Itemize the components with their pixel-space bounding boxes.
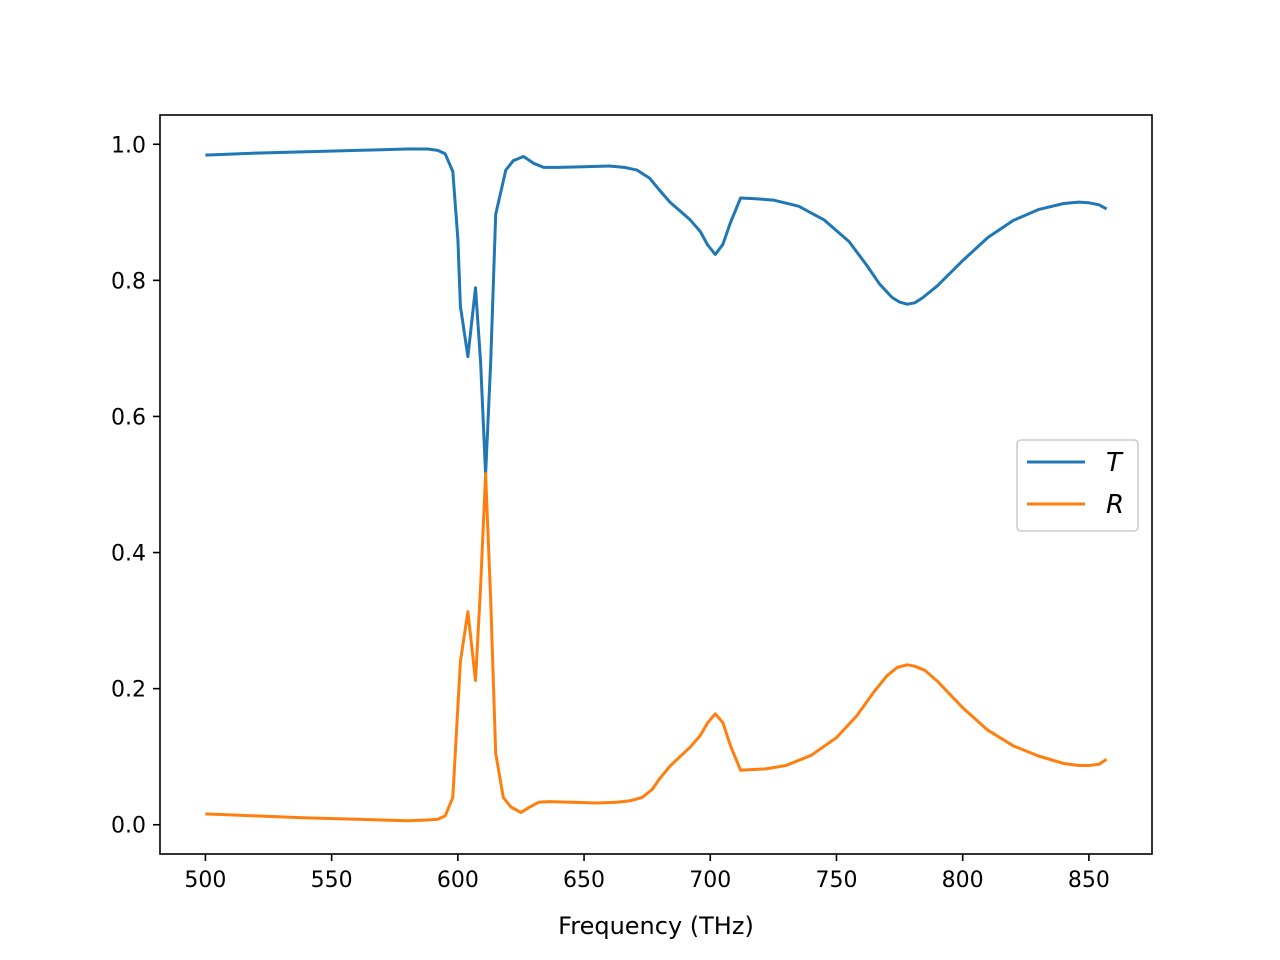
x-axis-label: Frequency (THz) <box>558 912 754 940</box>
plot-frame <box>159 114 1153 855</box>
y-tick-label: 0.0 <box>111 814 146 839</box>
x-axis: 500 550 600 650 700 750 800 850 <box>184 854 1110 893</box>
y-tick-label: 0.6 <box>111 405 146 430</box>
x-tick-label: 600 <box>437 868 479 893</box>
legend-label-r: R <box>1106 490 1124 520</box>
x-tick-label: 700 <box>689 868 731 893</box>
x-tick-label: 800 <box>942 868 984 893</box>
x-tick-label: 650 <box>563 868 605 893</box>
x-tick-label: 550 <box>311 868 353 893</box>
plot-lines <box>205 147 1108 823</box>
legend: T R <box>1016 439 1139 532</box>
x-tick-label: 850 <box>1068 868 1110 893</box>
series-line-r <box>205 472 1108 823</box>
y-axis: 0.0 0.2 0.4 0.6 0.8 1.0 <box>111 133 160 839</box>
y-tick-label: 0.4 <box>111 542 146 567</box>
y-tick-label: 0.8 <box>111 269 146 294</box>
y-tick-label: 1.0 <box>111 133 146 158</box>
series-line-t <box>205 147 1108 476</box>
x-tick-label: 500 <box>184 868 226 893</box>
x-tick-label: 750 <box>815 868 857 893</box>
y-tick-label: 0.2 <box>111 678 146 703</box>
legend-label-t: T <box>1106 448 1124 478</box>
